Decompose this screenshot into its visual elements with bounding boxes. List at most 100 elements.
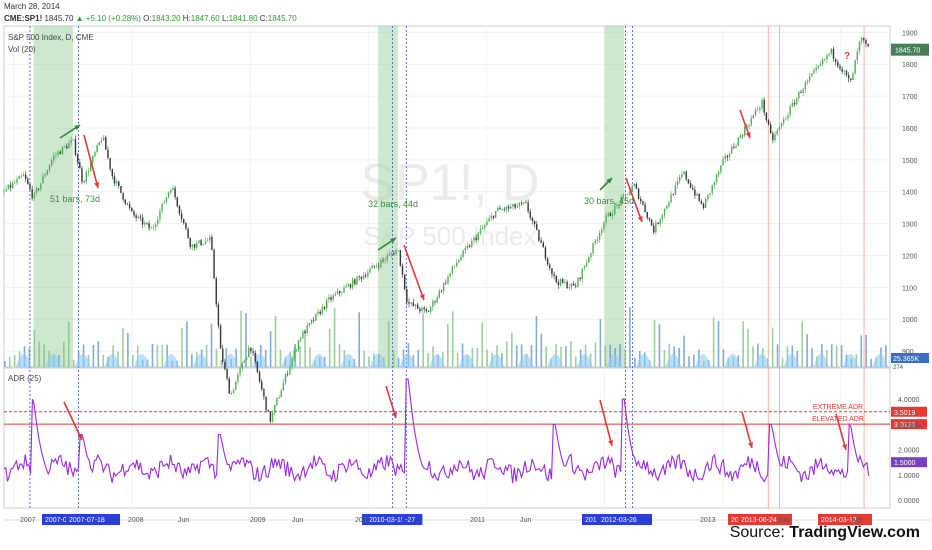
volume-bar [865,334,867,367]
candle-body [107,149,109,158]
candle-body [124,199,126,204]
volume-hump [606,354,623,367]
volume-hump [399,354,416,367]
candle-body [557,282,560,286]
candle-body [481,227,484,230]
candle-body [341,292,343,294]
candle-body [226,369,228,379]
last-price-tag-label: 1845.70 [895,48,920,55]
candle-body [31,189,33,199]
candle-body [533,221,536,225]
candle-body [237,374,239,382]
candle-body [295,349,298,351]
candle-body [614,205,616,215]
candle-body [568,287,570,289]
candle-body [858,41,861,52]
candle-body [323,306,326,309]
candle-body [351,279,354,288]
volume-bar [67,321,70,367]
adr-axis-label: 4.0000 [898,397,920,404]
candle-body [215,278,217,305]
candle-body [29,183,31,190]
adr-down-arrow-head [391,412,397,418]
candle-body [358,276,360,277]
candle-body [87,171,90,172]
volume-bar [835,345,838,367]
candle-body [679,177,681,182]
adr-axis-label: 1.0000 [898,473,920,480]
candle-body [176,197,178,207]
candle-body [345,286,347,288]
candle-body [581,268,583,280]
volume-bar [663,349,666,367]
volume-bar [328,328,331,367]
candle-body [741,135,744,137]
candle-body [564,281,566,283]
adr-axis-label: 0.0000 [898,498,920,505]
volume-bar [786,346,789,367]
candle-body [659,219,661,224]
volume-hump [842,354,859,367]
candle-body [722,159,724,166]
candle-body [488,218,490,222]
volume-bar [235,348,237,367]
candle-body [276,398,278,405]
candle-body [297,340,300,350]
candle-body [300,338,302,341]
high-label: H: [182,14,191,23]
volume-bar [294,343,297,367]
candle-body [267,410,269,412]
candle-body [553,274,555,276]
volume-bar [565,346,567,367]
volume-bar [560,347,562,367]
candle-body [403,274,406,290]
candle-body [16,179,18,183]
volume-hump [163,354,180,367]
candle-body [544,247,547,259]
candle-body [55,154,57,156]
candle-body [256,361,259,373]
candle-body [122,192,124,200]
candle-body [542,242,544,248]
candle-body [53,155,55,160]
volume-bar [860,335,863,367]
chart-date: March 28, 2014 [4,2,60,11]
volume-bar [688,356,690,367]
candle-body [800,91,802,93]
candle-body [700,201,703,204]
candle-body [48,165,51,171]
date-flag [582,514,603,525]
candle-body [468,245,471,247]
candle-body [37,188,40,190]
candle-body [646,212,648,218]
candle-body [159,210,161,220]
adr-axis-label: 3.0000 [898,422,920,429]
candle-body [390,253,393,255]
candle-body [5,189,7,191]
candle-body [780,122,783,127]
volume-bar [722,349,725,367]
candle-body [828,53,830,56]
candle-body [585,262,588,267]
volume-bar [102,355,105,367]
volume-bar [461,343,464,367]
candle-body [683,171,685,175]
price-axis-label: 1900 [902,30,918,37]
candle-body [423,307,425,310]
candle-body [427,311,430,312]
legend-main: S&P 500 Index, D, CME [8,33,94,42]
candle-body [750,118,752,126]
annotation-label: 32 bars, 44d [368,199,418,209]
candle-body [819,63,822,66]
candle-body [271,412,274,422]
volume-bar [540,333,543,367]
annotation-down-arrow [83,134,99,189]
candle-body [432,301,434,308]
volume-bar [451,311,454,367]
volume-bar [481,322,484,367]
candle-body [326,299,328,309]
candle-body [763,99,765,113]
candle-body [213,249,215,279]
candle-body [74,139,77,155]
